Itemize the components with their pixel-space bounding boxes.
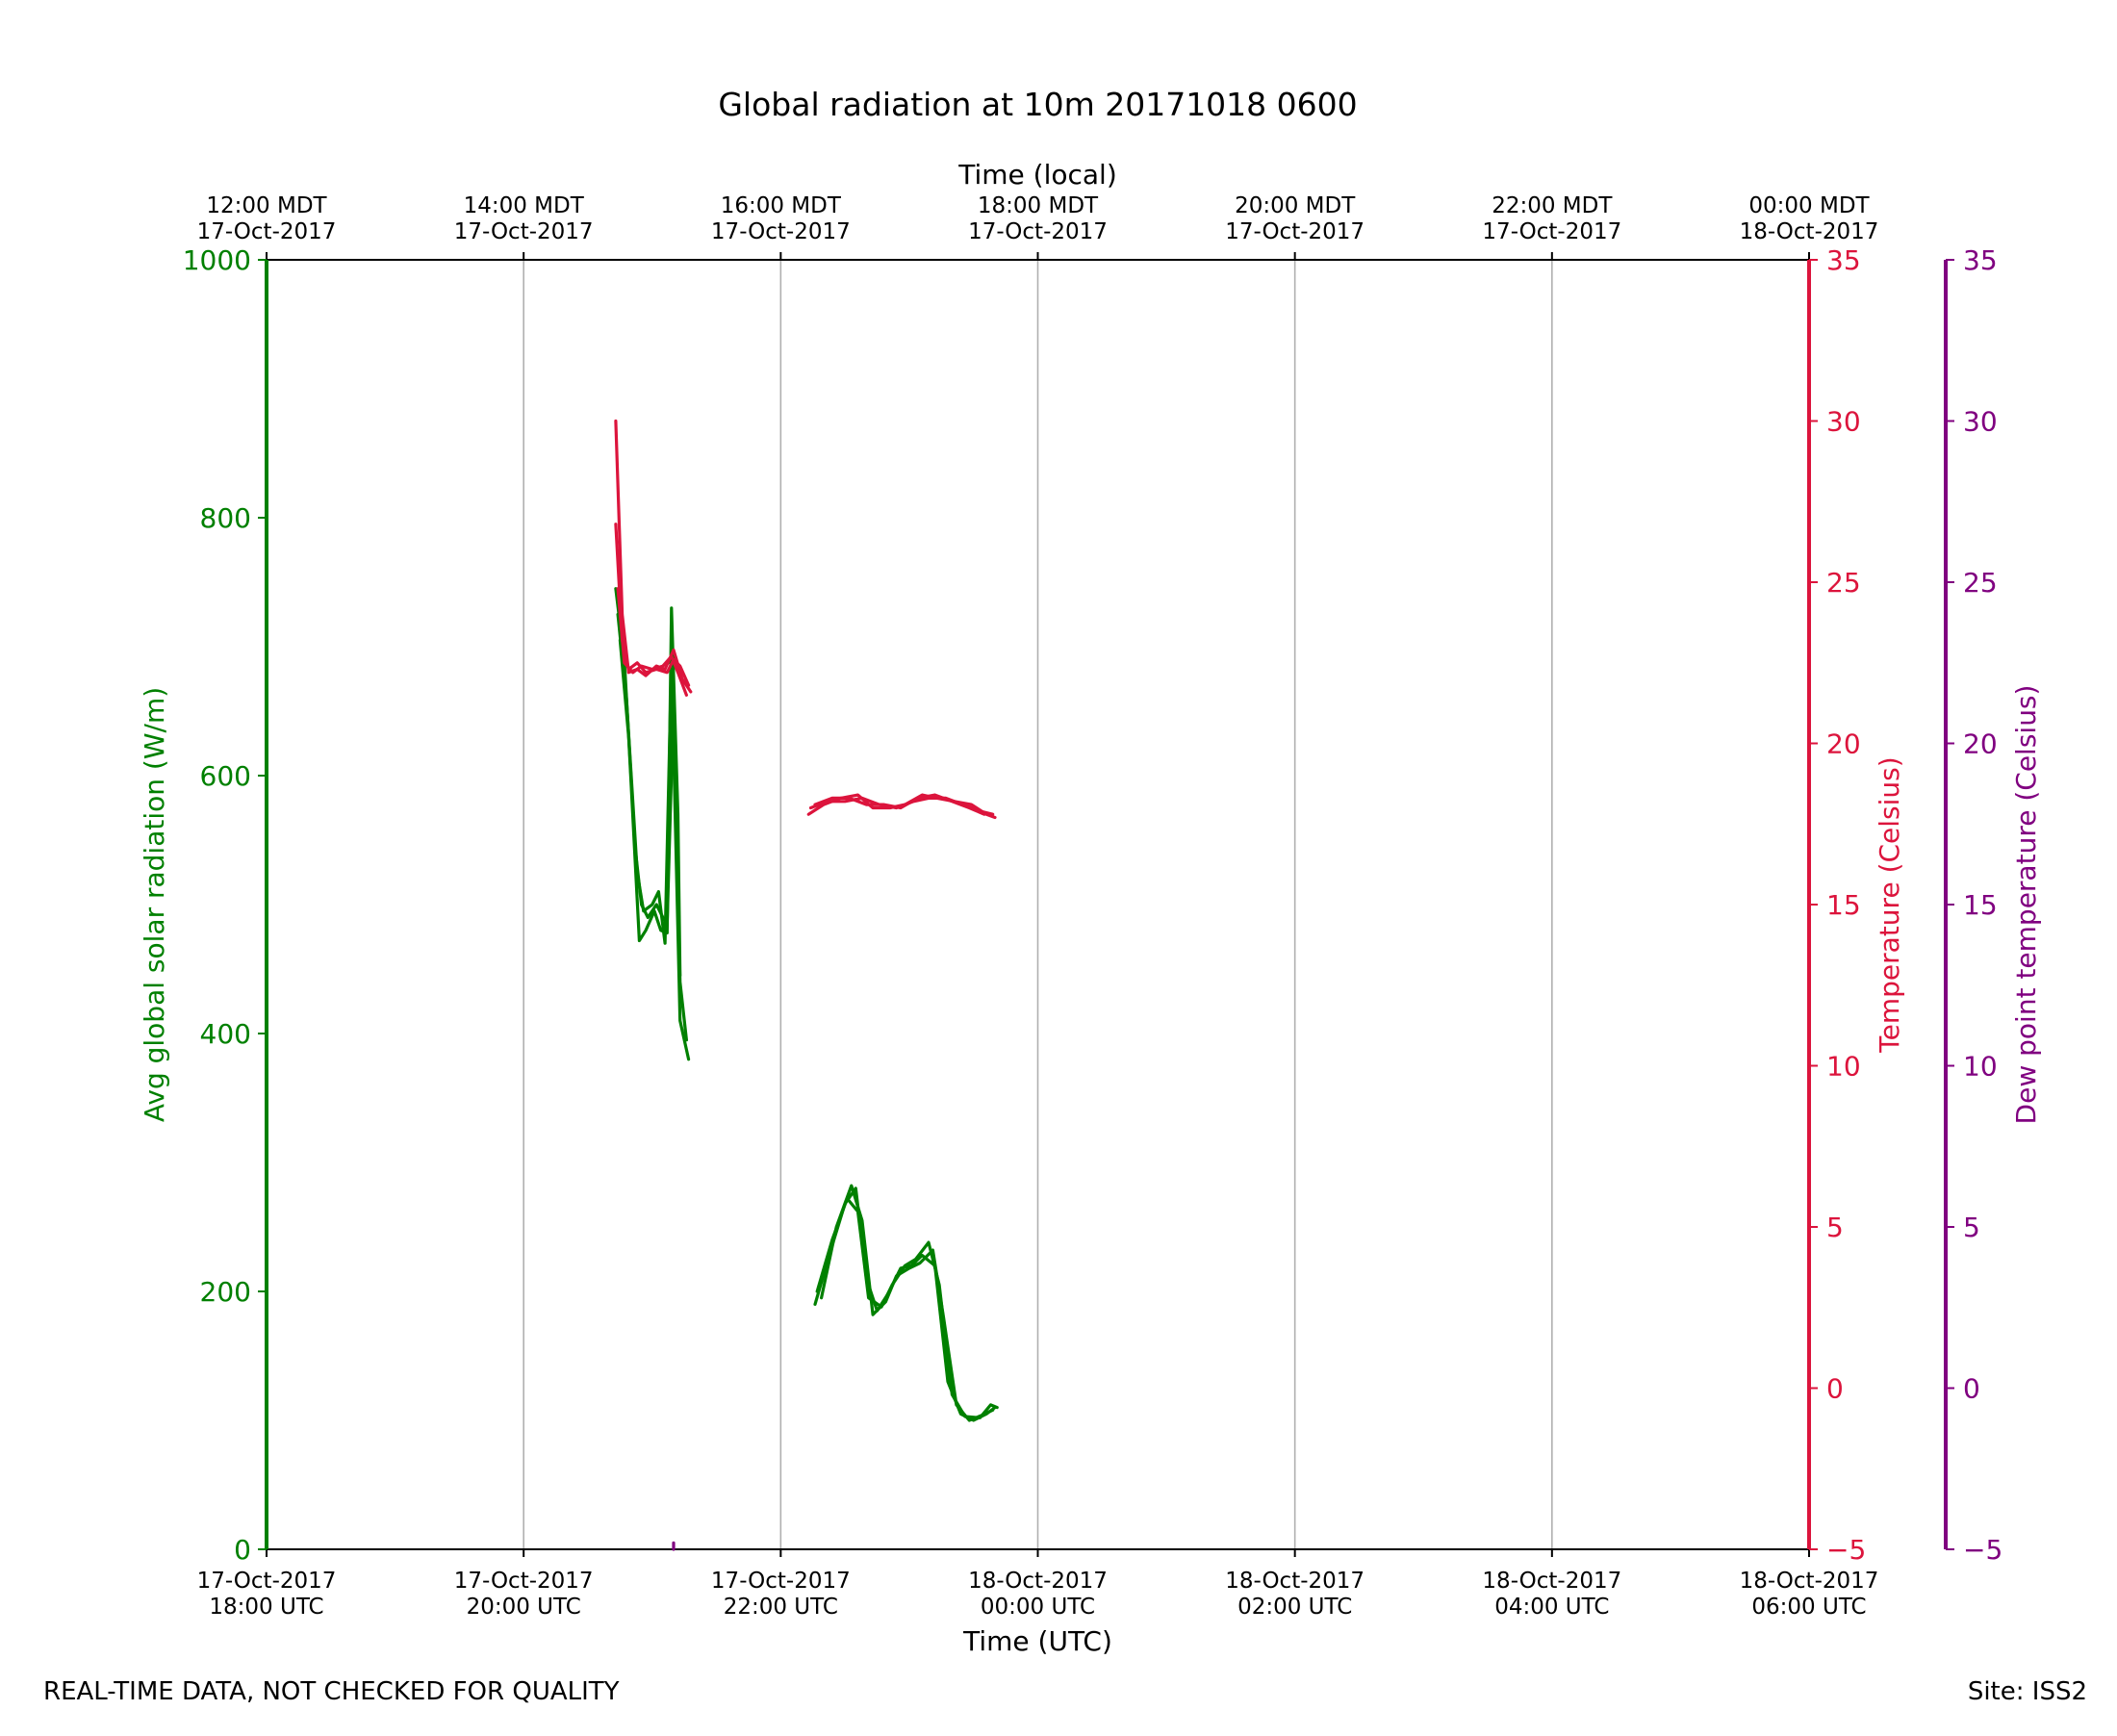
dewpoint-tick-label: 10 [1963,1051,1998,1083]
radiation-axis-label: Avg global solar radiation (W/m) [139,687,170,1122]
bottom-tick-label: 22:00 UTC [724,1595,838,1620]
dewpoint-tick-label: 25 [1963,567,1998,599]
temperature-tick-label: 25 [1826,567,1861,599]
radiation-tick-label: 200 [200,1276,251,1308]
bottom-tick-label: 18-Oct-2017 [1482,1569,1621,1594]
temperature-tick-label: 10 [1826,1051,1861,1083]
temperature-tick-label: 15 [1826,889,1861,921]
top-tick-label: 17-Oct-2017 [197,219,337,244]
top-tick-label: 20:00 MDT [1235,193,1356,218]
radiation-tick-label: 800 [200,502,251,534]
temperature-series-line [616,587,689,697]
top-tick-label: 17-Oct-2017 [711,219,851,244]
bottom-tick-label: 00:00 UTC [981,1595,1095,1620]
chart-title: Global radiation at 10m 20171018 0600 [718,86,1357,123]
temperature-tick-label: 20 [1826,728,1861,760]
top-tick-label: 16:00 MDT [721,193,842,218]
temperature-series-line [614,523,691,687]
temperature-tick-label: 30 [1826,406,1861,438]
radiation-series-line [618,606,682,978]
radiation-tick-label: 0 [234,1534,251,1566]
top-tick-label: 14:00 MDT [464,193,585,218]
dewpoint-tick-label: 5 [1963,1212,1980,1243]
bottom-tick-label: 18-Oct-2017 [968,1569,1108,1594]
radiation-tick-label: 600 [200,760,251,792]
top-tick-label: 22:00 MDT [1492,193,1613,218]
radiation-tick-label: 400 [200,1018,251,1050]
top-axis-label: Time (local) [957,159,1117,191]
bottom-tick-label: 17-Oct-2017 [454,1569,594,1594]
temperature-series-line [614,419,693,694]
top-tick-label: 17-Oct-2017 [1225,219,1365,244]
temperature-tick-label: 0 [1826,1373,1844,1405]
radiation-series-line [813,1187,997,1422]
temperature-axis-label: Temperature (Celsius) [1874,756,1905,1053]
dewpoint-tick-label: 0 [1963,1373,1980,1405]
top-tick-label: 12:00 MDT [206,193,327,218]
radiation-series-line [819,1184,995,1422]
x-axis-label: Time (UTC) [962,1625,1112,1657]
radiation-tick-label: 1000 [183,244,251,276]
top-tick-label: 18-Oct-2017 [1740,219,1879,244]
bottom-tick-label: 18-Oct-2017 [1225,1569,1365,1594]
bottom-tick-label: 18:00 UTC [209,1595,323,1620]
temperature-tick-label: −5 [1826,1534,1866,1566]
top-tick-label: 00:00 MDT [1748,193,1870,218]
dewpoint-tick-label: 20 [1963,728,1998,760]
bottom-tick-label: 17-Oct-2017 [197,1569,337,1594]
site-label: Site: ISS2 [1967,1677,2087,1706]
bottom-tick-label: 20:00 UTC [467,1595,581,1620]
temperature-series-line [813,793,986,816]
top-tick-label: 17-Oct-2017 [968,219,1108,244]
top-tick-label: 18:00 MDT [978,193,1099,218]
dewpoint-tick-label: 35 [1963,244,1998,276]
dewpoint-tick-label: 30 [1963,406,1998,438]
top-tick-label: 17-Oct-2017 [1482,219,1621,244]
top-tick-label: 17-Oct-2017 [454,219,594,244]
radiation-series-line [815,1196,999,1419]
bottom-tick-label: 17-Oct-2017 [711,1569,851,1594]
temperature-tick-label: 5 [1826,1212,1844,1243]
dewpoint-axis-label: Dew point temperature (Celsius) [2010,685,2042,1125]
bottom-tick-label: 06:00 UTC [1751,1595,1866,1620]
bottom-tick-label: 02:00 UTC [1237,1595,1352,1620]
dewpoint-tick-label: 15 [1963,889,1998,921]
quality-disclaimer: REAL-TIME DATA, NOT CHECKED FOR QUALITY [43,1677,620,1706]
bottom-tick-label: 18-Oct-2017 [1740,1569,1879,1594]
dewpoint-tick-label: −5 [1963,1534,2002,1566]
bottom-tick-label: 04:00 UTC [1494,1595,1609,1620]
temperature-tick-label: 35 [1826,244,1861,276]
